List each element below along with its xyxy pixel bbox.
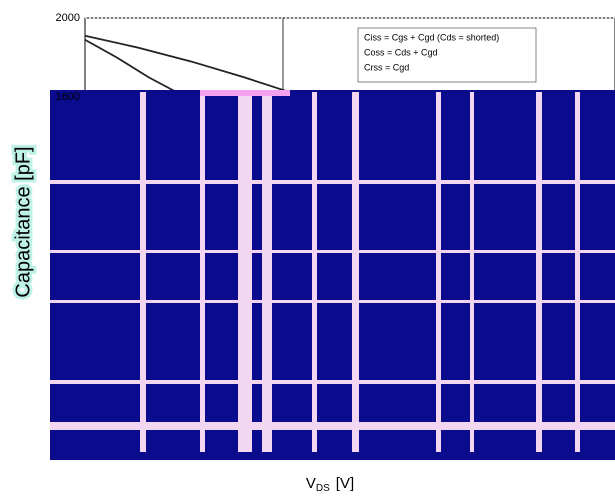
- x-axis-label: VDS [V]: [306, 475, 354, 494]
- x-label-main: V: [306, 475, 316, 492]
- series-line: [84, 34, 287, 92]
- y-tick-label: 1600: [56, 91, 80, 103]
- legend-entry: Crss = Cgd: [364, 62, 409, 72]
- x-label-unit: [V]: [336, 475, 354, 492]
- legend-entry: Ciss = Cgs + Cgd (Cds = shorted): [364, 32, 499, 42]
- y-axis-label: Capacitance [pF]: [12, 146, 34, 297]
- y-tick-label: 2000: [56, 12, 80, 24]
- series-line: [84, 38, 187, 98]
- x-label-sub: DS: [316, 483, 330, 494]
- legend-entry: Coss = Cds + Cgd: [364, 47, 438, 57]
- legend-box: [357, 27, 537, 83]
- corrupted-region: [50, 90, 615, 460]
- corruption-streaks: [50, 90, 615, 452]
